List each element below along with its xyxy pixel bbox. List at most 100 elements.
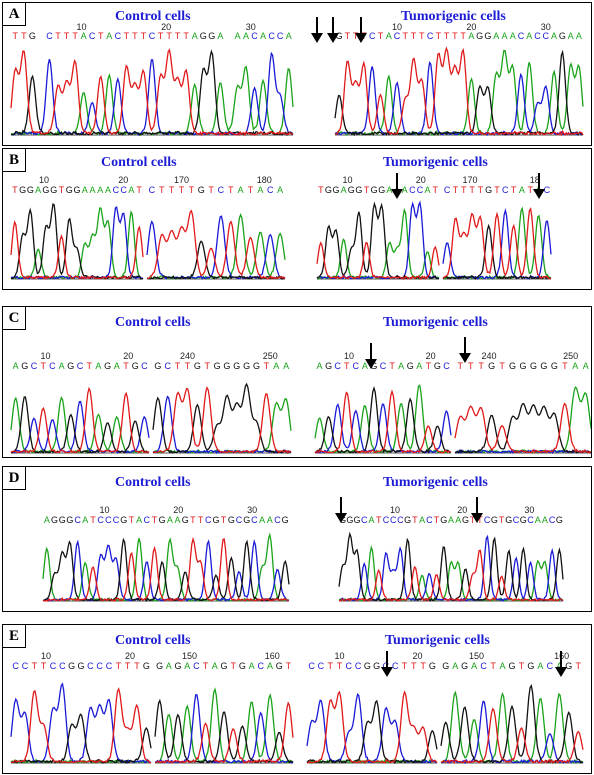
base-letter: A	[402, 185, 408, 195]
base-letter: C	[113, 185, 120, 195]
base-letter: A	[537, 661, 543, 671]
base-letter: A	[425, 185, 431, 195]
base-letter: G	[485, 185, 492, 195]
base-letter: G	[19, 185, 26, 195]
base-letter: G	[120, 515, 127, 525]
base-letter: C	[502, 185, 509, 195]
position-tick-label: 30	[541, 22, 551, 32]
base-letter: C	[547, 661, 554, 671]
base-letter: T	[478, 361, 484, 371]
base-letter: T	[203, 661, 209, 671]
base-letter: G	[520, 515, 527, 525]
base-letter: C	[115, 31, 122, 41]
position-tick-label: 30	[246, 22, 256, 32]
base-letter: A	[341, 185, 347, 195]
base-letter: G	[404, 515, 411, 525]
control-title: Control cells	[115, 633, 191, 648]
down-arrow-icon	[533, 173, 545, 199]
base-letter: T	[426, 361, 432, 371]
base-letter: T	[419, 31, 425, 41]
base-letter: C	[390, 515, 397, 525]
trace-t	[154, 701, 294, 764]
position-tick-label: 180	[257, 175, 272, 185]
position-tick-label: 240	[180, 351, 195, 361]
base-letter: C	[165, 361, 172, 371]
base-letter: T	[376, 515, 382, 525]
base-letter: C	[89, 31, 96, 41]
base-letter: T	[175, 31, 181, 41]
position-tick-label: 170	[174, 175, 189, 185]
trace-c	[10, 400, 150, 454]
base-letter: T	[444, 31, 450, 41]
trace-g	[42, 537, 290, 603]
trace-t	[10, 687, 152, 764]
down-arrow-icon	[381, 651, 393, 677]
base-letter: A	[106, 31, 112, 41]
base-letter: G	[505, 515, 512, 525]
base-letter: G	[355, 185, 362, 195]
base-letter: T	[166, 31, 172, 41]
base-letter: T	[152, 515, 158, 525]
base-letter: G	[198, 185, 205, 195]
base-letter: G	[182, 515, 189, 525]
base-letter: T	[364, 185, 370, 195]
trace-a	[334, 49, 584, 137]
base-letter: G	[407, 361, 414, 371]
base-letter: C	[308, 661, 315, 671]
base-letter: C	[59, 661, 66, 671]
position-tick-label: 20	[161, 22, 171, 32]
base-letter: T	[141, 31, 147, 41]
base-letter: G	[42, 185, 49, 195]
base-letter: C	[355, 661, 362, 671]
base-letter: T	[499, 515, 505, 525]
base-letter: A	[277, 185, 283, 195]
base-letter: T	[403, 31, 409, 41]
tumor-title: Tumorigenic cells	[401, 9, 506, 24]
trace-t	[334, 46, 584, 137]
base-letter: T	[264, 361, 270, 371]
base-letter: G	[484, 31, 491, 41]
panel-letter: C	[3, 307, 26, 330]
base-letter: G	[461, 661, 468, 671]
position-tick-label: 18	[530, 175, 540, 185]
base-letter: A	[471, 661, 477, 671]
position-tick-label: 10	[334, 651, 344, 661]
base-letter: C	[353, 361, 360, 371]
base-letter: C	[426, 515, 433, 525]
base-letter: C	[267, 185, 274, 195]
base-letter: T	[432, 185, 438, 195]
base-letter: A	[267, 515, 273, 525]
base-letter: G	[143, 661, 150, 671]
base-letter: G	[239, 661, 246, 671]
base-letter: G	[68, 661, 75, 671]
tumor-title: Tumorigenic cells	[383, 475, 488, 490]
base-letter: C	[74, 515, 81, 525]
base-letter: T	[453, 185, 459, 195]
base-letter: A	[217, 31, 223, 41]
base-letter: T	[460, 31, 466, 41]
base-letter: G	[556, 515, 563, 525]
base-letter: A	[501, 31, 507, 41]
base-letter: C	[50, 661, 57, 671]
trace-a	[440, 690, 584, 764]
base-letter: A	[175, 515, 181, 525]
trace-g	[152, 382, 292, 454]
base-letter: A	[167, 515, 173, 525]
base-letter: C	[383, 515, 390, 525]
base-letter: T	[337, 661, 343, 671]
base-letter: C	[369, 31, 376, 41]
base-letter: T	[436, 31, 442, 41]
base-letter: C	[518, 31, 525, 41]
base-letter: A	[192, 31, 198, 41]
base-letter: G	[488, 361, 495, 371]
base-letter: G	[346, 515, 353, 525]
base-letter: C	[543, 31, 550, 41]
base-letter: C	[417, 185, 424, 195]
base-letter: A	[257, 185, 263, 195]
base-letter: A	[259, 515, 265, 525]
